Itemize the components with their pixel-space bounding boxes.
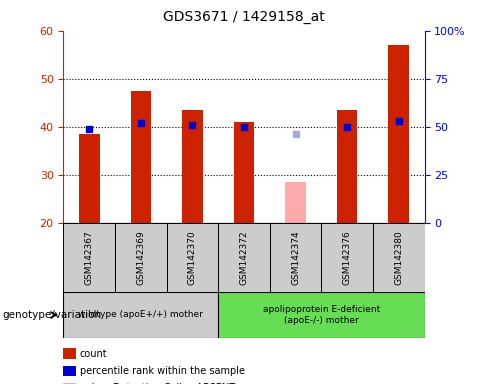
- Bar: [182, 110, 203, 223]
- Text: value, Detection Call = ABSENT: value, Detection Call = ABSENT: [80, 383, 235, 384]
- Text: GDS3671 / 1429158_at: GDS3671 / 1429158_at: [163, 10, 325, 23]
- Bar: [388, 45, 409, 223]
- Text: GSM142367: GSM142367: [85, 230, 94, 285]
- Bar: [63, 223, 115, 292]
- Bar: [270, 223, 322, 292]
- Bar: [218, 223, 270, 292]
- Bar: [234, 122, 254, 223]
- Text: GSM142369: GSM142369: [136, 230, 145, 285]
- Text: GSM142374: GSM142374: [291, 230, 300, 285]
- Bar: [115, 223, 166, 292]
- Bar: [166, 223, 218, 292]
- Text: genotype/variation: genotype/variation: [2, 310, 102, 320]
- Text: wildtype (apoE+/+) mother: wildtype (apoE+/+) mother: [79, 310, 203, 319]
- Bar: [337, 110, 358, 223]
- Text: GSM142372: GSM142372: [240, 230, 248, 285]
- Bar: [79, 134, 100, 223]
- Bar: [218, 292, 425, 338]
- Text: GSM142376: GSM142376: [343, 230, 352, 285]
- Text: GSM142380: GSM142380: [394, 230, 403, 285]
- Text: count: count: [80, 349, 107, 359]
- Bar: [322, 223, 373, 292]
- Text: GSM142370: GSM142370: [188, 230, 197, 285]
- Bar: [63, 292, 218, 338]
- Bar: [373, 223, 425, 292]
- Text: percentile rank within the sample: percentile rank within the sample: [80, 366, 244, 376]
- Bar: [130, 91, 151, 223]
- Bar: [285, 182, 306, 223]
- Text: apolipoprotein E-deficient
(apoE-/-) mother: apolipoprotein E-deficient (apoE-/-) mot…: [263, 305, 380, 324]
